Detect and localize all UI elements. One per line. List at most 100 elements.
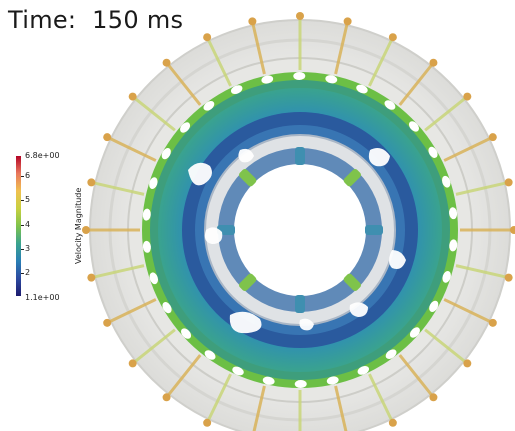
radial-stem [334,385,348,431]
ring-slot [326,376,339,385]
stem-tip [429,58,438,67]
ring-slot [385,349,397,359]
ring-slot [356,84,368,94]
inner-pin [239,273,257,291]
radial-stem [424,328,467,364]
ring-slot [230,85,243,95]
radial-stem [108,136,157,162]
stem-tip [87,273,96,282]
ring-slot [181,328,192,339]
colorbar-tick-6: 6 [25,171,31,180]
inner-pin [295,147,305,165]
ring-slot [449,207,458,220]
colorbar-tick-3: 3 [25,244,31,253]
ring-slot [428,146,438,158]
inner-hole [234,164,366,296]
radial-stem [252,385,266,431]
colorbar-max-label: 6.8e+00 [25,151,60,160]
radial-stem [166,354,202,397]
ring-slot [357,365,370,375]
colorbar-tick-5: 5 [25,195,31,204]
stem-tip [128,359,137,368]
stem-tip [504,178,513,187]
stem-tip [343,17,352,26]
radial-stem [206,38,232,87]
ring-slot [408,121,419,132]
ring-slots [142,72,458,388]
stem-tip [463,92,472,101]
colorbar-gradient [16,156,21,296]
ring-slot [180,122,191,133]
radial-stem [108,298,157,324]
stem-tip [296,12,304,20]
radial-stem [166,63,202,106]
stem-tip [488,318,497,327]
colorbar-title: Velocity Magnitude [74,187,83,264]
ring-slot [149,177,158,189]
colorbar-legend: 6.8e+00 6 5 4 3 2 1.1e+00 Velocity Magni… [16,152,106,302]
flow-voids [188,148,406,334]
radial-stem [398,63,434,106]
colorbar-tick-4: 4 [25,220,31,229]
radial-stem [424,96,467,132]
ring-slot [232,366,244,376]
stem-tip [248,17,257,26]
ring-slot [449,239,458,252]
stem-tip [103,318,112,327]
ring-slot [293,72,306,81]
radial-stem [133,96,176,132]
ring-slot [441,175,451,188]
radial-stem [455,181,508,196]
ring-slot [294,379,307,388]
stem-tip [463,359,472,368]
ring-slot [149,272,159,285]
stem-tip [488,133,497,142]
inner-pin [365,225,383,235]
inner-pin [239,169,257,187]
stem-tip [103,133,112,142]
ring-slot [261,75,274,84]
radial-stem [443,136,492,162]
colorbar-tick-2: 2 [25,268,31,277]
ring-slot [429,300,439,312]
radial-stem [334,22,349,75]
stem-tip [510,226,515,234]
radial-stem [251,22,266,75]
ring-slot [409,327,420,338]
radial-stem [443,298,492,324]
stem-tip [388,33,397,42]
stem-tip [203,33,212,42]
inner-pin [343,273,361,291]
ring-slot [142,240,151,253]
stem-tip [162,58,171,67]
inner-pins [217,147,383,313]
time-label: Time: 150 ms [8,6,184,34]
ring-slot [161,148,171,160]
stem-tip [162,393,171,402]
radial-stem [398,354,434,397]
ring-slot [442,271,451,283]
radial-stem [133,328,176,364]
inner-pin [343,169,361,187]
ring-slot [384,100,396,110]
ring-slot [325,75,338,84]
stem-tip [82,226,90,234]
radial-stems [82,12,515,431]
ring-slot [162,302,172,314]
radial-stem [92,181,145,196]
ring-slot [262,376,275,385]
stem-tip [203,418,212,427]
radial-stem [206,373,232,422]
stem-tip [87,178,96,187]
ring-slot [142,208,151,221]
ring-slot [203,101,215,111]
inner-pin [295,295,305,313]
radial-stem [92,264,145,279]
ring-slot [204,350,216,360]
colorbar-min-label: 1.1e+00 [25,293,60,302]
stem-tip [504,273,513,282]
radial-stem [368,373,394,422]
stem-tip [388,418,397,427]
stem-tip [128,92,137,101]
